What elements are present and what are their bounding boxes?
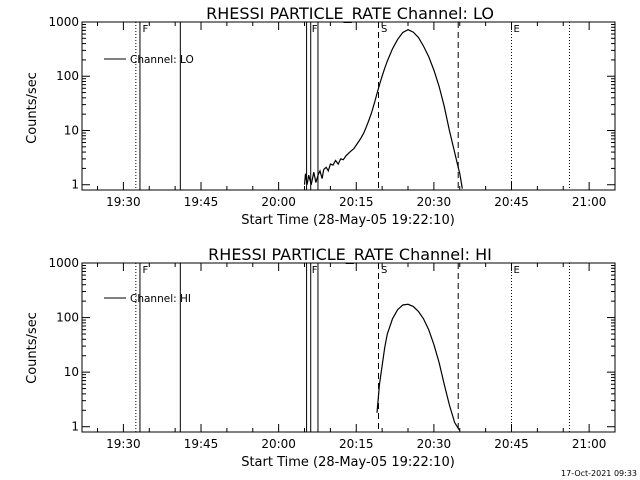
panel-lo-ytick-label: 100 — [56, 69, 79, 83]
panel-lo-event-marker: F — [312, 24, 318, 35]
panel-hi-xtick-label: 20:45 — [494, 437, 529, 451]
panel-lo-event-marker: S — [381, 24, 387, 35]
panel-lo-ytick-label: 1 — [71, 178, 79, 192]
panel-hi-legend-label: Channel: HI — [130, 293, 191, 305]
panel-hi-ytick-label: 100 — [56, 311, 79, 325]
panel-hi-series-line — [376, 303, 461, 431]
panel-hi-xlabel: Start Time (28-May-05 19:22:10) — [241, 455, 455, 470]
panel-hi-xtick-label: 19:45 — [184, 437, 219, 451]
panel-hi-legend: Channel: HI — [104, 293, 191, 305]
panel-lo-xtick-label: 20:00 — [261, 195, 296, 209]
panel-hi-ytick-label: 10 — [64, 365, 79, 379]
panel-lo-ylabel: Counts/sec — [25, 72, 40, 144]
panel-lo-legend: Channel: LO — [104, 54, 194, 66]
panel-lo-ytick-label: 10 — [64, 123, 79, 137]
panel-hi-event-marker: S — [381, 265, 387, 276]
panel-lo-ytick-label: 1000 — [48, 15, 79, 29]
footer-timestamp: 17-Oct-2021 09:33 — [561, 469, 637, 478]
panel-lo-title: RHESSI PARTICLE_RATE Channel: LO — [206, 4, 494, 24]
panel-hi-title: RHESSI PARTICLE_RATE Channel: HI — [208, 245, 492, 265]
panel-hi-xtick-label: 19:30 — [106, 437, 141, 451]
panel-lo-xtick-label: 21:00 — [572, 195, 607, 209]
panel-hi-xtick-label: 20:00 — [261, 437, 296, 451]
panel-lo-legend-label: Channel: LO — [130, 54, 194, 66]
panel-hi-xtick-label: 21:00 — [572, 437, 607, 451]
panel-hi-event-marker: E — [514, 265, 520, 276]
panel-lo-plot: 1 10 100 1000 19:30 19:45 20:00 20:15 20:30 20:45… — [48, 15, 616, 209]
panel-hi-plot: 1 10 100 1000 19:30 19:45 20:00 20:15 20:30 20:45… — [48, 256, 616, 451]
panel-hi-event-marker: F — [312, 265, 318, 276]
panel-lo-xlabel: Start Time (28-May-05 19:22:10) — [241, 213, 455, 228]
panel-hi-frame — [81, 262, 616, 433]
panel-hi-event-marker: F — [142, 265, 148, 276]
panel-hi-ytick-label: 1 — [71, 420, 79, 434]
panel-lo-xtick-label: 20:45 — [494, 195, 529, 209]
panel-hi-ylabel: Counts/sec — [25, 312, 40, 384]
panel-hi-xtick-label: 20:15 — [339, 437, 374, 451]
panel-hi-xtick-label: 20:30 — [417, 437, 452, 451]
panel-lo-event-marker: E — [514, 24, 520, 35]
panel-lo-xtick-label: 20:30 — [417, 195, 452, 209]
panel-lo: RHESSI PARTICLE_RATE Channel: LO Counts/… — [25, 4, 616, 228]
panel-hi-ytick-label: 1000 — [48, 256, 79, 270]
panel-lo-series-line — [303, 29, 463, 189]
panel-lo-xtick-label: 19:30 — [106, 195, 141, 209]
panel-lo-event-marker: F — [142, 24, 148, 35]
panel-lo-xtick-label: 19:45 — [184, 195, 219, 209]
panel-lo-xtick-label: 20:15 — [339, 195, 374, 209]
panel-lo-frame — [81, 21, 616, 191]
panel-hi: RHESSI PARTICLE_RATE Channel: HI Counts/… — [25, 245, 616, 470]
